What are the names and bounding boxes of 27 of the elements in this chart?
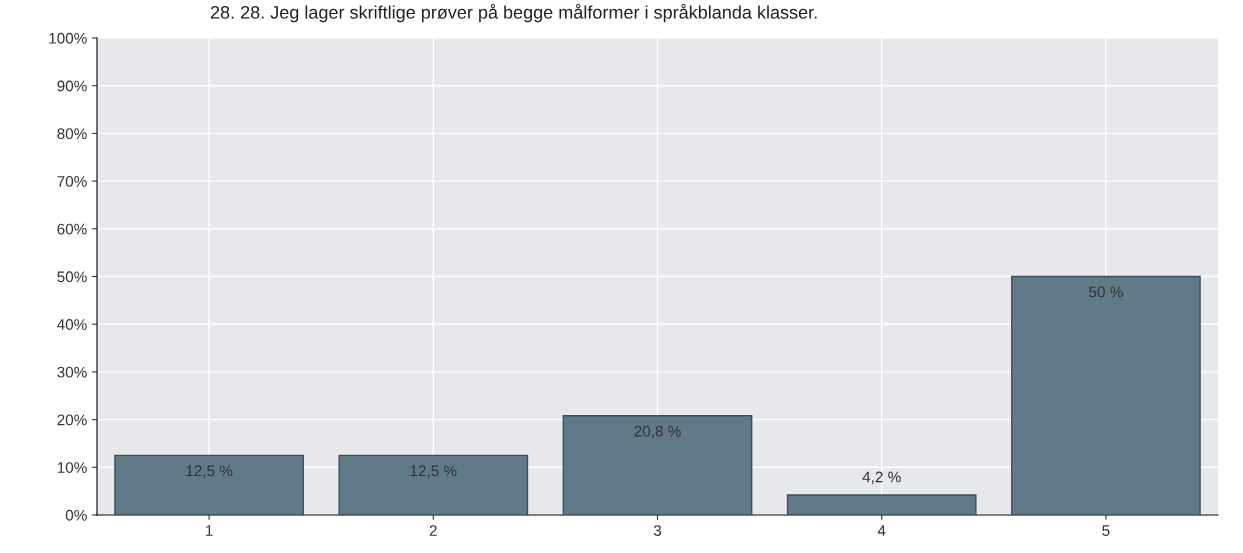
x-tick-label: 3 <box>653 525 662 536</box>
chart-title: 28. 28. Jeg lager skriftlige prøver på begge målformer i språkblanda klasser. <box>210 4 817 23</box>
y-tick-label: 50% <box>57 271 87 283</box>
bar <box>786 494 977 515</box>
data-label: 50 % <box>1089 286 1123 298</box>
y-tick-label: 30% <box>57 366 87 378</box>
bar <box>562 415 753 515</box>
data-label: 12,5 % <box>410 465 457 478</box>
data-label: 12,5 % <box>186 465 233 478</box>
data-label: 20,8 % <box>634 425 681 439</box>
y-tick-label: 100% <box>49 32 87 44</box>
x-tick-label: 2 <box>429 525 437 536</box>
y-tick-label: 80% <box>57 128 87 140</box>
x-tick-label: 1 <box>206 525 213 536</box>
data-label: 4,2 % <box>862 471 901 485</box>
y-tick-label: 90% <box>57 80 87 92</box>
y-tick-label: 60% <box>57 223 87 235</box>
y-tick-label: 40% <box>57 319 87 330</box>
y-tick-label: 0% <box>65 509 87 521</box>
y-tick-label: 10% <box>57 462 87 473</box>
bar <box>1011 275 1201 515</box>
x-tick-label: 4 <box>877 525 886 536</box>
bar <box>114 454 304 515</box>
x-tick-label: 5 <box>1102 525 1110 536</box>
y-tick-label: 70% <box>57 175 87 187</box>
y-tick-label: 20% <box>57 414 87 426</box>
bar <box>338 454 529 515</box>
